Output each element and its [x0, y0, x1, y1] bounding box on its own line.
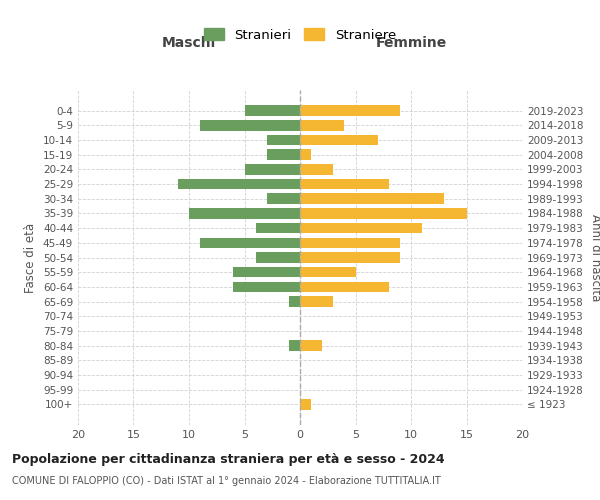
Bar [289, 296, 300, 307]
Bar [300, 296, 334, 307]
Bar [256, 252, 300, 263]
Y-axis label: Fasce di età: Fasce di età [25, 222, 37, 292]
Text: Femmine: Femmine [376, 36, 446, 50]
Bar [300, 340, 322, 351]
Bar [300, 238, 400, 248]
Bar [300, 164, 334, 174]
Bar [300, 208, 467, 218]
Bar [266, 134, 300, 145]
Bar [300, 105, 400, 116]
Bar [266, 194, 300, 204]
Bar [233, 282, 300, 292]
Y-axis label: Anni di nascita: Anni di nascita [589, 214, 600, 301]
Bar [300, 134, 378, 145]
Bar [300, 399, 311, 410]
Bar [266, 150, 300, 160]
Bar [289, 340, 300, 351]
Text: Maschi: Maschi [162, 36, 216, 50]
Bar [200, 238, 300, 248]
Legend: Stranieri, Straniere: Stranieri, Straniere [199, 23, 401, 47]
Bar [300, 178, 389, 190]
Bar [245, 164, 300, 174]
Bar [300, 252, 400, 263]
Bar [300, 194, 444, 204]
Text: Popolazione per cittadinanza straniera per età e sesso - 2024: Popolazione per cittadinanza straniera p… [12, 452, 445, 466]
Bar [300, 150, 311, 160]
Bar [300, 120, 344, 130]
Bar [200, 120, 300, 130]
Bar [189, 208, 300, 218]
Bar [300, 267, 355, 278]
Bar [233, 267, 300, 278]
Bar [256, 223, 300, 234]
Bar [245, 105, 300, 116]
Text: COMUNE DI FALOPPIO (CO) - Dati ISTAT al 1° gennaio 2024 - Elaborazione TUTTITALI: COMUNE DI FALOPPIO (CO) - Dati ISTAT al … [12, 476, 441, 486]
Bar [178, 178, 300, 190]
Bar [300, 223, 422, 234]
Bar [300, 282, 389, 292]
